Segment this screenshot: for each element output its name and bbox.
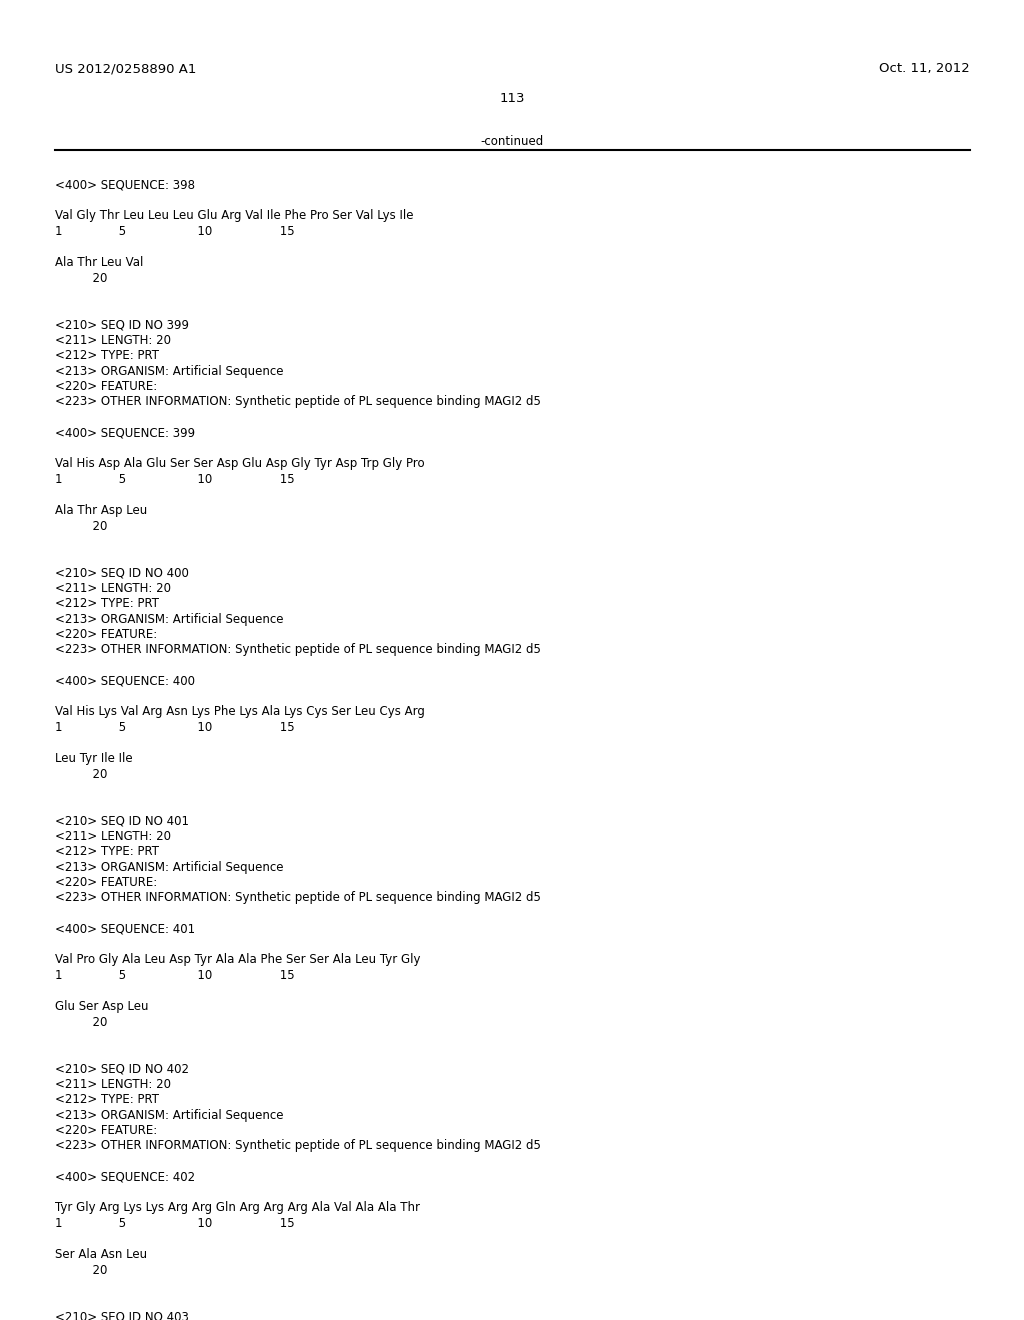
Text: -continued: -continued [480, 135, 544, 148]
Text: <212> TYPE: PRT: <212> TYPE: PRT [55, 1093, 159, 1106]
Text: Ala Thr Asp Leu: Ala Thr Asp Leu [55, 504, 147, 517]
Text: 1               5                   10                  15: 1 5 10 15 [55, 1217, 295, 1230]
Text: <211> LENGTH: 20: <211> LENGTH: 20 [55, 829, 171, 842]
Text: <400> SEQUENCE: 402: <400> SEQUENCE: 402 [55, 1171, 196, 1184]
Text: <220> FEATURE:: <220> FEATURE: [55, 1125, 158, 1137]
Text: <210> SEQ ID NO 401: <210> SEQ ID NO 401 [55, 814, 189, 828]
Text: <400> SEQUENCE: 399: <400> SEQUENCE: 399 [55, 426, 196, 440]
Text: Oct. 11, 2012: Oct. 11, 2012 [880, 62, 970, 75]
Text: <211> LENGTH: 20: <211> LENGTH: 20 [55, 582, 171, 594]
Text: <400> SEQUENCE: 398: <400> SEQUENCE: 398 [55, 178, 195, 191]
Text: 20: 20 [55, 1015, 108, 1028]
Text: Val His Asp Ala Glu Ser Ser Asp Glu Asp Gly Tyr Asp Trp Gly Pro: Val His Asp Ala Glu Ser Ser Asp Glu Asp … [55, 458, 425, 470]
Text: US 2012/0258890 A1: US 2012/0258890 A1 [55, 62, 197, 75]
Text: <400> SEQUENCE: 400: <400> SEQUENCE: 400 [55, 675, 195, 688]
Text: <213> ORGANISM: Artificial Sequence: <213> ORGANISM: Artificial Sequence [55, 861, 284, 874]
Text: <213> ORGANISM: Artificial Sequence: <213> ORGANISM: Artificial Sequence [55, 1109, 284, 1122]
Text: <210> SEQ ID NO 400: <210> SEQ ID NO 400 [55, 566, 188, 579]
Text: 1               5                   10                  15: 1 5 10 15 [55, 224, 295, 238]
Text: Val Pro Gly Ala Leu Asp Tyr Ala Ala Phe Ser Ser Ala Leu Tyr Gly: Val Pro Gly Ala Leu Asp Tyr Ala Ala Phe … [55, 953, 421, 966]
Text: Val Gly Thr Leu Leu Leu Glu Arg Val Ile Phe Pro Ser Val Lys Ile: Val Gly Thr Leu Leu Leu Glu Arg Val Ile … [55, 210, 414, 223]
Text: <223> OTHER INFORMATION: Synthetic peptide of PL sequence binding MAGI2 d5: <223> OTHER INFORMATION: Synthetic pepti… [55, 1139, 541, 1152]
Text: Tyr Gly Arg Lys Lys Arg Arg Gln Arg Arg Arg Ala Val Ala Ala Thr: Tyr Gly Arg Lys Lys Arg Arg Gln Arg Arg … [55, 1201, 420, 1214]
Text: <220> FEATURE:: <220> FEATURE: [55, 876, 158, 888]
Text: 20: 20 [55, 272, 108, 285]
Text: <210> SEQ ID NO 403: <210> SEQ ID NO 403 [55, 1309, 188, 1320]
Text: <400> SEQUENCE: 401: <400> SEQUENCE: 401 [55, 923, 196, 936]
Text: Leu Tyr Ile Ile: Leu Tyr Ile Ile [55, 752, 133, 766]
Text: <223> OTHER INFORMATION: Synthetic peptide of PL sequence binding MAGI2 d5: <223> OTHER INFORMATION: Synthetic pepti… [55, 891, 541, 904]
Text: <220> FEATURE:: <220> FEATURE: [55, 380, 158, 393]
Text: <223> OTHER INFORMATION: Synthetic peptide of PL sequence binding MAGI2 d5: <223> OTHER INFORMATION: Synthetic pepti… [55, 396, 541, 408]
Text: Ser Ala Asn Leu: Ser Ala Asn Leu [55, 1247, 147, 1261]
Text: Val His Lys Val Arg Asn Lys Phe Lys Ala Lys Cys Ser Leu Cys Arg: Val His Lys Val Arg Asn Lys Phe Lys Ala … [55, 705, 425, 718]
Text: <210> SEQ ID NO 402: <210> SEQ ID NO 402 [55, 1063, 189, 1074]
Text: <211> LENGTH: 20: <211> LENGTH: 20 [55, 334, 171, 346]
Text: <213> ORGANISM: Artificial Sequence: <213> ORGANISM: Artificial Sequence [55, 612, 284, 626]
Text: <213> ORGANISM: Artificial Sequence: <213> ORGANISM: Artificial Sequence [55, 364, 284, 378]
Text: 1               5                   10                  15: 1 5 10 15 [55, 473, 295, 486]
Text: <220> FEATURE:: <220> FEATURE: [55, 628, 158, 642]
Text: 20: 20 [55, 520, 108, 532]
Text: 20: 20 [55, 767, 108, 780]
Text: <212> TYPE: PRT: <212> TYPE: PRT [55, 348, 159, 362]
Text: 1               5                   10                  15: 1 5 10 15 [55, 721, 295, 734]
Text: 20: 20 [55, 1263, 108, 1276]
Text: Glu Ser Asp Leu: Glu Ser Asp Leu [55, 1001, 148, 1012]
Text: <212> TYPE: PRT: <212> TYPE: PRT [55, 597, 159, 610]
Text: <210> SEQ ID NO 399: <210> SEQ ID NO 399 [55, 318, 189, 331]
Text: Ala Thr Leu Val: Ala Thr Leu Val [55, 256, 143, 269]
Text: <211> LENGTH: 20: <211> LENGTH: 20 [55, 1077, 171, 1090]
Text: 1               5                   10                  15: 1 5 10 15 [55, 969, 295, 982]
Text: <223> OTHER INFORMATION: Synthetic peptide of PL sequence binding MAGI2 d5: <223> OTHER INFORMATION: Synthetic pepti… [55, 644, 541, 656]
Text: 113: 113 [500, 92, 524, 106]
Text: <212> TYPE: PRT: <212> TYPE: PRT [55, 845, 159, 858]
